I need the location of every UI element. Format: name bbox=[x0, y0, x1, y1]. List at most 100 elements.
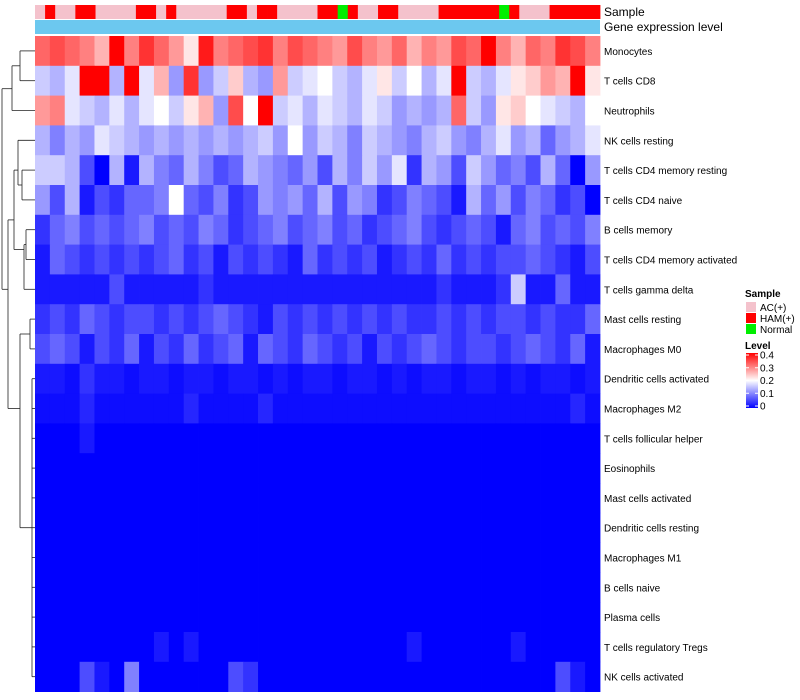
heatmap-cell bbox=[272, 572, 289, 603]
heatmap-cell bbox=[347, 632, 363, 663]
heatmap-cell bbox=[421, 542, 437, 573]
gene-expression-annotation-bar bbox=[35, 20, 600, 34]
heatmap-cell bbox=[436, 36, 452, 67]
heatmap-cell bbox=[228, 36, 244, 67]
heatmap-cell bbox=[362, 125, 378, 156]
heatmap-cell bbox=[436, 393, 452, 424]
legend-sample-swatch bbox=[746, 313, 756, 323]
heatmap-cell bbox=[153, 244, 170, 275]
heatmap-cell bbox=[525, 65, 541, 96]
heatmap-cell bbox=[570, 244, 586, 275]
heatmap-cell bbox=[94, 572, 110, 603]
heatmap-cell bbox=[35, 274, 51, 305]
heatmap-cell bbox=[510, 185, 527, 216]
heatmap-cell bbox=[79, 334, 95, 365]
heatmap-cell bbox=[213, 214, 229, 245]
heatmap-cell bbox=[421, 95, 437, 126]
heatmap-cell bbox=[421, 423, 437, 454]
heatmap-cell bbox=[362, 661, 378, 692]
heatmap-cell bbox=[451, 36, 467, 67]
heatmap-cell bbox=[391, 542, 408, 573]
heatmap-cell bbox=[109, 185, 125, 216]
heatmap-cell bbox=[466, 214, 482, 245]
heatmap-cell bbox=[555, 214, 571, 245]
sample-annotation-cell bbox=[519, 5, 530, 19]
heatmap-cell bbox=[525, 214, 541, 245]
heatmap-cell bbox=[585, 214, 601, 245]
heatmap-cell bbox=[109, 244, 125, 275]
heatmap-cell bbox=[243, 155, 259, 186]
heatmap-cell bbox=[376, 363, 393, 394]
heatmap-cell bbox=[272, 36, 289, 67]
heatmap-cell bbox=[421, 304, 437, 335]
sample-annotation-cell bbox=[529, 5, 540, 19]
heatmap-cell bbox=[198, 661, 214, 692]
row-label: Dendritic cells resting bbox=[604, 524, 699, 535]
heatmap-cell bbox=[406, 65, 422, 96]
sample-annotation-cell bbox=[448, 5, 460, 19]
heatmap-cell bbox=[555, 423, 571, 454]
heatmap-cell bbox=[243, 453, 259, 484]
heatmap-cell bbox=[272, 632, 289, 663]
heatmap-cell bbox=[287, 244, 304, 275]
heatmap-cell bbox=[94, 512, 110, 543]
heatmap-cell bbox=[540, 632, 556, 663]
heatmap-cell bbox=[302, 334, 318, 365]
heatmap-cell bbox=[272, 393, 289, 424]
heatmap-cell bbox=[153, 65, 170, 96]
heatmap-cell bbox=[421, 632, 437, 663]
heatmap-cell bbox=[243, 572, 259, 603]
heatmap-cell bbox=[228, 334, 244, 365]
heatmap-cell bbox=[585, 125, 601, 156]
heatmap-cell bbox=[585, 453, 601, 484]
heatmap-cell bbox=[302, 632, 318, 663]
heatmap-cell bbox=[436, 334, 452, 365]
heatmap-cell bbox=[139, 632, 155, 663]
heatmap-cell bbox=[79, 155, 95, 186]
heatmap-cell bbox=[466, 453, 482, 484]
heatmap-cell bbox=[421, 512, 437, 543]
heatmap-cell bbox=[376, 214, 393, 245]
heatmap-cell bbox=[49, 572, 66, 603]
heatmap-cell bbox=[495, 393, 512, 424]
heatmap-cell bbox=[540, 363, 556, 394]
heatmap-cell bbox=[391, 393, 408, 424]
heatmap-cell bbox=[451, 661, 467, 692]
heatmap-cell bbox=[585, 185, 601, 216]
heatmap-cell bbox=[153, 453, 170, 484]
heatmap-cell bbox=[481, 483, 497, 514]
heatmap-cell bbox=[495, 95, 512, 126]
heatmap-cell bbox=[64, 155, 81, 186]
heatmap-cell bbox=[64, 334, 81, 365]
sample-annotation-cell bbox=[115, 5, 127, 19]
heatmap-cell bbox=[347, 572, 363, 603]
heatmap-cell bbox=[64, 542, 81, 573]
heatmap-cell bbox=[451, 572, 467, 603]
heatmap-cell bbox=[168, 632, 185, 663]
heatmap-cell bbox=[287, 483, 304, 514]
heatmap-cell bbox=[79, 661, 95, 692]
heatmap-cell bbox=[153, 423, 170, 454]
heatmap-cell bbox=[540, 542, 556, 573]
heatmap-cell bbox=[525, 95, 541, 126]
heatmap-cell bbox=[391, 214, 408, 245]
heatmap-cell bbox=[124, 393, 140, 424]
heatmap-cell bbox=[198, 244, 214, 275]
heatmap-cell bbox=[243, 36, 259, 67]
heatmap-cell bbox=[451, 483, 467, 514]
heatmap-cell bbox=[198, 185, 214, 216]
heatmap-cell bbox=[570, 95, 586, 126]
heatmap-cell bbox=[391, 95, 408, 126]
heatmap-cell bbox=[198, 572, 214, 603]
heatmap-cell bbox=[258, 512, 274, 543]
heatmap-cell bbox=[421, 36, 437, 67]
heatmap-cell bbox=[585, 572, 601, 603]
heatmap-cell bbox=[287, 304, 304, 335]
heatmap-cell bbox=[258, 185, 274, 216]
heatmap-cell bbox=[168, 65, 185, 96]
sample-annotation-cell bbox=[378, 5, 389, 19]
heatmap-cell bbox=[362, 423, 378, 454]
heatmap-cell bbox=[481, 572, 497, 603]
heatmap-cell bbox=[317, 572, 333, 603]
heatmap-cell bbox=[466, 65, 482, 96]
